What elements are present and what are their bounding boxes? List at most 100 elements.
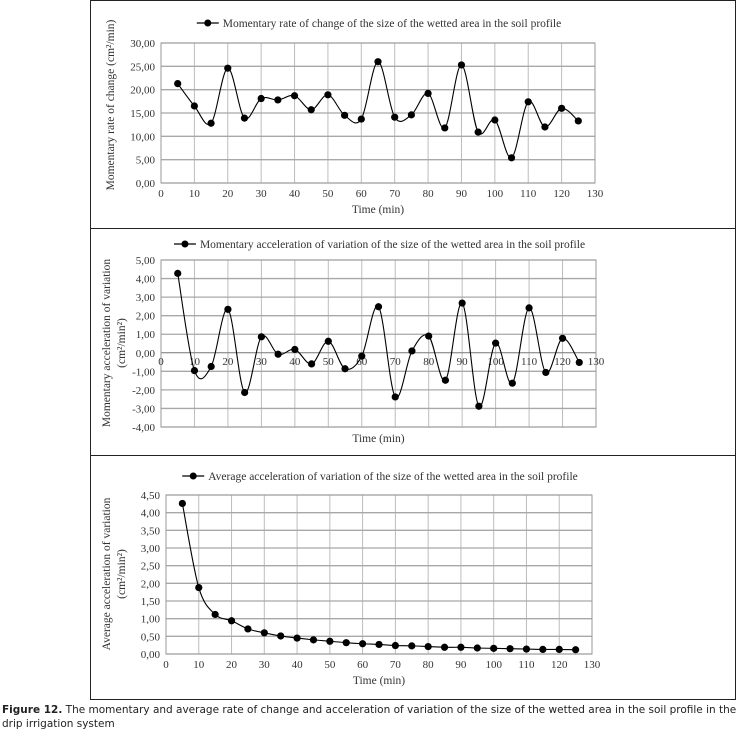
x-tick-label: 90: [456, 188, 468, 200]
x-tick-label: 130: [584, 659, 601, 671]
data-point: [458, 299, 466, 307]
x-tick-label: 70: [390, 356, 402, 368]
data-point: [207, 362, 215, 371]
data-point: [506, 645, 514, 653]
y-axis-title: Average acceleration of variation: [101, 497, 113, 650]
data-point: [195, 583, 203, 592]
x-tick-label: 120: [554, 356, 571, 368]
x-tick-label: 50: [323, 356, 335, 368]
x-tick-label: 80: [423, 188, 435, 200]
x-tick-label: 60: [357, 659, 369, 671]
x-axis-title: Time (min): [352, 204, 404, 216]
data-point: [260, 629, 268, 637]
x-tick-label: 110: [521, 356, 538, 368]
data-point: [224, 305, 232, 313]
data-point: [507, 154, 516, 162]
data-point: [391, 641, 399, 650]
data-point: [425, 332, 433, 340]
data-point: [441, 124, 449, 132]
y-tick-label: 4,00: [136, 274, 156, 286]
x-tick-label: 70: [389, 188, 401, 200]
data-point: [341, 111, 349, 119]
x-tick-label: 40: [289, 188, 301, 200]
figure-caption: Figure 12. The momentary and average rat…: [2, 703, 742, 731]
y-tick-label: 10,00: [130, 131, 155, 143]
plot-area: [165, 494, 593, 655]
x-tick-label: 110: [518, 659, 535, 671]
series-line: [181, 503, 576, 651]
data-point: [542, 368, 550, 377]
data-point: [241, 388, 249, 397]
data-point: [257, 333, 265, 341]
data-point: [508, 379, 516, 387]
y-axis-title: Momentary rate of change (cm²/min): [105, 19, 117, 190]
x-tick-label: 100: [487, 356, 504, 368]
data-point: [441, 376, 450, 384]
x-tick-label: 40: [289, 356, 301, 368]
data-point: [391, 393, 399, 401]
y-tick-label: 25,00: [130, 61, 155, 73]
data-point: [391, 113, 399, 121]
data-point: [190, 366, 199, 375]
x-tick-label: 50: [322, 188, 334, 200]
data-point: [408, 642, 416, 650]
data-point: [522, 645, 531, 653]
x-tick-label: 20: [222, 188, 234, 200]
data-point: [555, 645, 563, 654]
x-tick-label: 0: [158, 356, 164, 368]
x-tick-label: 0: [163, 659, 169, 671]
series-line: [177, 61, 579, 159]
x-tick-label: 130: [588, 356, 605, 368]
legend-marker: [181, 240, 189, 248]
y-tick-label: 4,00: [141, 508, 161, 520]
x-tick-label: 80: [423, 356, 435, 368]
data-point: [326, 637, 334, 645]
y-tick-label: 0,00: [136, 348, 156, 360]
data-point: [407, 111, 415, 119]
data-point: [257, 94, 265, 103]
x-tick-label: 100: [485, 659, 502, 671]
y-tick-label: 2,50: [141, 561, 161, 573]
x-tick-label: 50: [324, 659, 336, 671]
data-point: [475, 402, 483, 410]
data-point: [174, 269, 182, 277]
x-tick-label: 60: [356, 356, 368, 368]
legend-marker: [204, 19, 212, 27]
plot-area: [160, 259, 597, 428]
x-tick-label: 30: [259, 659, 271, 671]
x-tick-label: 70: [390, 659, 402, 671]
data-point: [277, 632, 285, 640]
data-point: [324, 337, 332, 345]
data-point: [291, 345, 299, 354]
data-point: [440, 643, 449, 651]
y-tick-label: -4,00: [132, 422, 155, 434]
x-axis-title: Time (min): [353, 675, 405, 687]
x-tick-label: 0: [158, 188, 164, 200]
data-point: [341, 365, 349, 373]
y-tick-label: 20,00: [130, 85, 155, 97]
series-line: [177, 273, 580, 407]
y-tick-label: 30,00: [130, 38, 155, 50]
data-point: [474, 128, 482, 136]
data-point: [525, 304, 533, 312]
x-tick-label: 120: [553, 188, 570, 200]
data-point: [558, 104, 566, 112]
data-point: [358, 352, 366, 360]
x-tick-label: 60: [356, 188, 368, 200]
data-point: [307, 360, 316, 368]
data-point: [457, 61, 466, 69]
x-tick-label: 20: [226, 659, 238, 671]
data-point: [492, 339, 500, 347]
data-point: [190, 102, 198, 110]
data-point: [324, 91, 332, 99]
data-point: [342, 639, 350, 647]
y-tick-label: -1,00: [132, 366, 155, 378]
x-tick-label: 80: [423, 659, 435, 671]
y-tick-label: 1,00: [141, 614, 161, 626]
y-axis-title-units: (cm²/min²): [116, 318, 128, 368]
y-tick-label: 15,00: [130, 108, 155, 120]
legend-label: Momentary acceleration of variation of t…: [200, 239, 585, 251]
data-point: [539, 645, 547, 654]
x-tick-label: 30: [256, 188, 268, 200]
charts-svg: 0 10 20 30 40 50 60 70 80 90 100 110 120 1300,005,001…: [101, 18, 605, 687]
